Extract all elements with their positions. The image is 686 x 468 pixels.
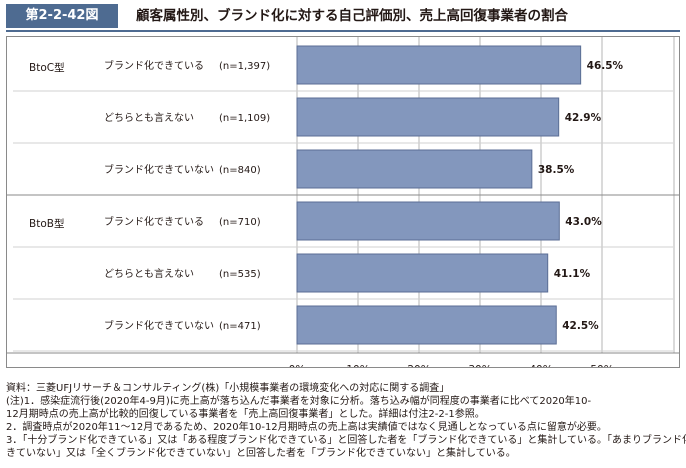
bar xyxy=(296,201,560,241)
data-label: 46.5% xyxy=(587,60,624,72)
notes: 資料：三菱UFJリサーチ＆コンサルティング(株)「小規模事業者の環境変化への対応… xyxy=(6,382,686,460)
bar xyxy=(296,45,582,85)
data-label: 42.9% xyxy=(565,112,602,124)
figure-title: 顧客属性別、ブランド化に対する自己評価別、売上高回復事業者の割合 xyxy=(136,8,568,24)
bar-chart: BtoC型 ブランド化できている (n=1,397) 46.5%どちらとも言えない (n… xyxy=(7,37,679,376)
data-label: 38.5% xyxy=(538,164,575,176)
group-label: BtoB型 xyxy=(29,217,64,230)
x-tick-label: 0% xyxy=(289,364,306,367)
row-n-label: (n=535) xyxy=(219,269,261,280)
x-tick-label: 40% xyxy=(529,364,552,367)
data-label: 43.0% xyxy=(565,216,602,228)
row-n-label: (n=710) xyxy=(219,217,261,228)
header-rule xyxy=(6,30,680,32)
row-label: ブランド化できている xyxy=(104,215,204,228)
bar xyxy=(296,97,560,137)
x-tick-label: 30% xyxy=(468,364,491,367)
note-3: 3．「十分ブランド化できている」又は「ある程度ブランド化できている」と回答した者… xyxy=(6,435,686,446)
row-label: どちらとも言えない xyxy=(104,267,194,280)
note-2: 2．調査時点が2020年11～12月であるため、2020年10-12月期時点の売… xyxy=(6,422,607,433)
row-n-label: (n=1,109) xyxy=(219,113,270,124)
row-label: どちらとも言えない xyxy=(104,111,194,124)
data-label: 41.1% xyxy=(554,268,591,280)
row-label: ブランド化できていない xyxy=(104,319,214,332)
row-n-label: (n=471) xyxy=(219,321,261,332)
note-1-cont: 12月期時点の売上高が比較的回復している事業者を「売上高回復事業者」とした。詳細… xyxy=(6,409,485,420)
row-label: ブランド化できていない xyxy=(104,163,214,176)
bar xyxy=(296,305,557,345)
note-3-cont: きていない」又は「全くブランド化できていない」と回答した者を「ブランド化できてい… xyxy=(6,448,516,459)
source-note: 資料：三菱UFJリサーチ＆コンサルティング(株)「小規模事業者の環境変化への対応… xyxy=(6,383,450,394)
row-label: ブランド化できている xyxy=(104,59,204,72)
x-tick-label: 50% xyxy=(590,364,613,367)
group-label: BtoC型 xyxy=(29,61,65,74)
note-1: (注)1．感染症流行後(2020年4-9月)に売上高が落ち込んだ事業者を対象に分… xyxy=(6,396,592,407)
bar xyxy=(296,253,549,293)
x-tick-label: 10% xyxy=(346,364,369,367)
figure-header: 第2-2-42図 顧客属性別、ブランド化に対する自己評価別、売上高回復事業者の割… xyxy=(0,0,686,36)
row-n-label: (n=1,397) xyxy=(219,61,270,72)
figure-number: 第2-2-42図 xyxy=(6,4,118,28)
bar xyxy=(296,149,533,189)
row-n-label: (n=840) xyxy=(219,165,261,176)
chart-frame: BtoC型 ブランド化できている (n=1,397) 46.5% どちらとも言えない (n… xyxy=(6,36,680,376)
data-label: 42.5% xyxy=(562,320,599,332)
x-tick-label: 20% xyxy=(407,364,430,367)
